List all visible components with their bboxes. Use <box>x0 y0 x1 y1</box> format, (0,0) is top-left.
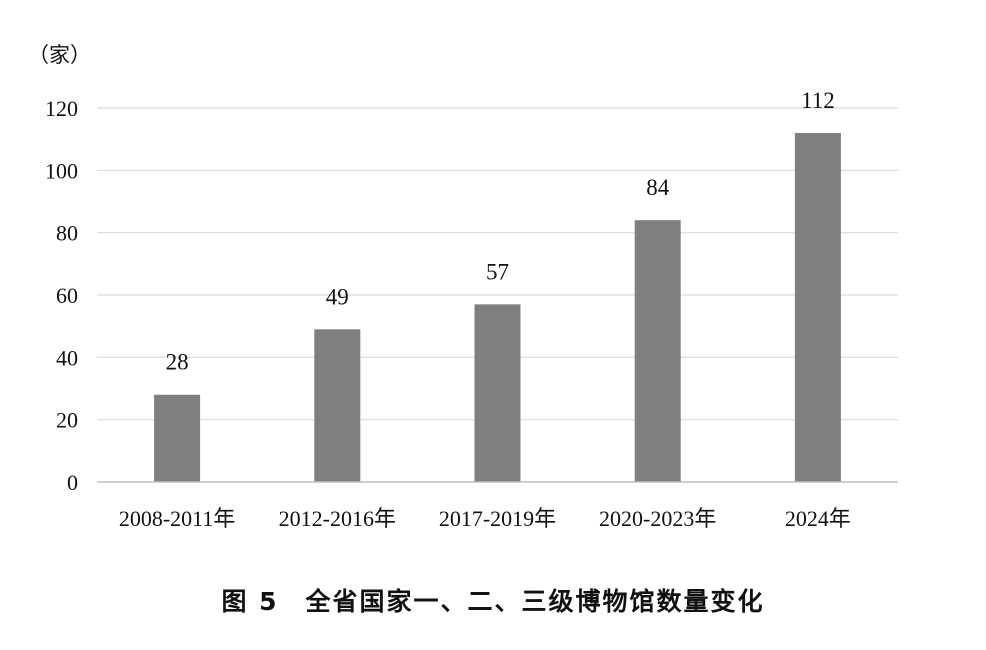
figure-caption: 图 5 全省国家一、二、三级博物馆数量变化 <box>221 587 765 616</box>
x-tick-label: 2020-2023年 <box>599 506 716 531</box>
chart-area: 28 49 57 84 112 0 20 40 60 80 100 120 2008-2011年 20… <box>28 43 898 531</box>
bar <box>794 132 841 482</box>
bar <box>314 329 361 482</box>
y-tick-label: 40 <box>56 345 78 370</box>
y-tick-label: 20 <box>56 408 78 433</box>
y-tick-label: 60 <box>56 283 78 308</box>
data-label: 57 <box>486 259 509 284</box>
x-tick-label: 2024年 <box>785 506 851 531</box>
x-axis: 2008-2011年 2012-2016年 2017-2019年 2020-2023年… <box>97 481 898 531</box>
y-tick-label: 120 <box>45 96 78 121</box>
y-tick-label: 80 <box>56 221 78 246</box>
bars <box>154 132 841 482</box>
bar <box>634 220 681 482</box>
data-label: 112 <box>801 88 835 113</box>
data-label: 28 <box>166 350 189 375</box>
data-label: 49 <box>326 284 349 309</box>
data-labels: 28 49 57 84 112 <box>166 88 835 375</box>
x-tick-label: 2017-2019年 <box>439 506 556 531</box>
x-tick-label: 2012-2016年 <box>279 506 396 531</box>
bar <box>154 394 201 482</box>
y-axis-unit-label: （家） <box>28 43 91 67</box>
y-tick-label: 0 <box>67 470 78 495</box>
x-tick-label: 2008-2011年 <box>119 506 236 531</box>
y-axis: 0 20 40 60 80 100 120 <box>45 96 78 495</box>
y-tick-label: 100 <box>45 158 78 183</box>
bar <box>474 304 521 482</box>
gridlines <box>97 107 898 421</box>
data-label: 84 <box>646 175 670 200</box>
